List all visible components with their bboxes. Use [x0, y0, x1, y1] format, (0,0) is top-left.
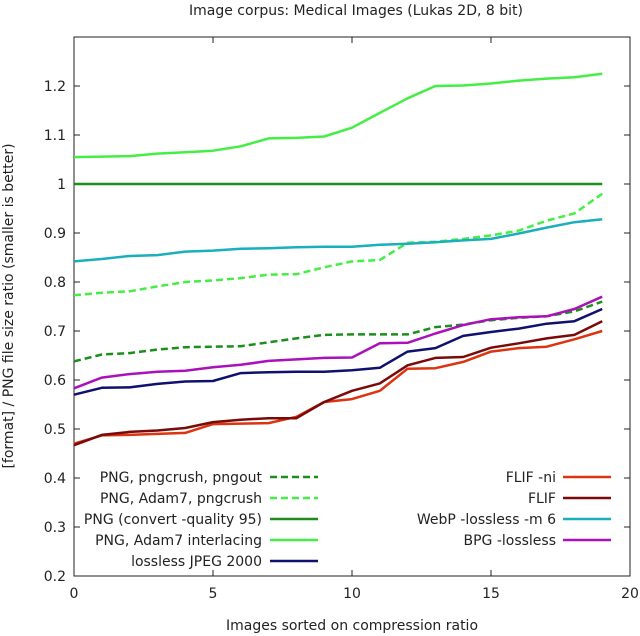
y-tick-label: 0.2: [44, 569, 66, 585]
y-tick-label: 0.3: [44, 520, 66, 536]
series-line-5: [73, 329, 603, 445]
y-tick-label: 0.5: [44, 422, 66, 438]
x-tick-label: 0: [70, 586, 79, 602]
legend-left-item-label: PNG, pngcrush, pngout: [100, 470, 263, 486]
y-tick-label: 1.2: [44, 79, 66, 95]
legend-left: PNG, pngcrush, pngout PNG, Adam7, pngcrus…: [84, 470, 318, 570]
x-tick-label: 5: [209, 586, 218, 602]
series-line-6: [73, 320, 603, 447]
series-line-1: [73, 192, 603, 297]
legend-right-item-label: BPG -lossless: [463, 533, 556, 549]
series-line-3: [73, 72, 603, 159]
legend-left-item-label: PNG, Adam7 interlacing: [95, 533, 262, 549]
y-tick-label: 1.1: [44, 128, 66, 144]
y-tick-label: 1: [57, 177, 66, 193]
y-tick-label: 0.7: [44, 324, 66, 340]
y-tick-label: 0.4: [44, 471, 66, 487]
series-line-8: [73, 295, 603, 390]
chart-title: Image corpus: Medical Images (Lukas 2D, …: [189, 3, 523, 19]
series-lines: [73, 72, 603, 447]
y-tick-label: 0.8: [44, 275, 66, 291]
x-tick-label: 20: [621, 586, 639, 602]
y-tick-label: 0.6: [44, 373, 66, 389]
legend-right-item-label: WebP -lossless -m 6: [417, 512, 556, 528]
series-line-4: [73, 307, 603, 396]
series-line-7: [73, 218, 603, 263]
legend-right-item-label: FLIF -ni: [506, 470, 556, 486]
series-line-0: [73, 300, 603, 363]
y-tick-label: 0.9: [44, 226, 66, 242]
y-axis-label: [format] / PNG file size ratio (smaller …: [1, 143, 17, 468]
legend-left-item-label: lossless JPEG 2000: [131, 554, 262, 570]
legend-left-item-label: PNG, Adam7, pngcrush: [100, 491, 262, 507]
legend-right: FLIF -ni FLIF WebP -lossless -m 6 BPG -loss…: [417, 470, 611, 549]
x-axis-label: Images sorted on compression ratio: [226, 618, 478, 634]
x-tick-label: 15: [482, 586, 500, 602]
legend-right-item-label: FLIF: [528, 491, 556, 507]
ticks: 0 5 10 15 20 0.2 0.3 0.4 0.5 0.6 0.7 0.8 0.9 1 1.1 1.2: [44, 37, 639, 602]
x-tick-label: 10: [343, 586, 361, 602]
legend-left-item-label: PNG (convert -quality 95): [84, 512, 262, 528]
